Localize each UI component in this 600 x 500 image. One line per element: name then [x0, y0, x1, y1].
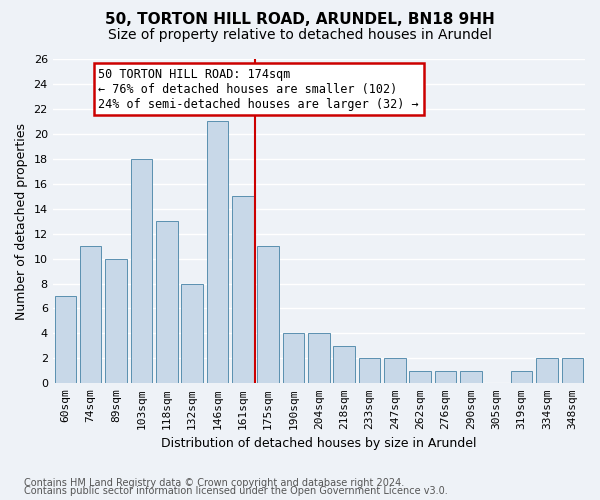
Bar — [460, 371, 482, 384]
Bar — [384, 358, 406, 384]
Text: 50 TORTON HILL ROAD: 174sqm
← 76% of detached houses are smaller (102)
24% of se: 50 TORTON HILL ROAD: 174sqm ← 76% of det… — [98, 68, 419, 110]
Bar — [206, 122, 228, 384]
Bar — [257, 246, 279, 384]
Bar — [435, 371, 457, 384]
Text: 50, TORTON HILL ROAD, ARUNDEL, BN18 9HH: 50, TORTON HILL ROAD, ARUNDEL, BN18 9HH — [105, 12, 495, 28]
Bar — [181, 284, 203, 384]
Bar — [409, 371, 431, 384]
Bar — [55, 296, 76, 384]
Bar — [334, 346, 355, 384]
Bar — [156, 221, 178, 384]
Text: Contains public sector information licensed under the Open Government Licence v3: Contains public sector information licen… — [24, 486, 448, 496]
Bar — [562, 358, 583, 384]
Bar — [105, 258, 127, 384]
Bar — [131, 159, 152, 384]
Bar — [232, 196, 254, 384]
Bar — [511, 371, 532, 384]
Bar — [283, 334, 304, 384]
Text: Size of property relative to detached houses in Arundel: Size of property relative to detached ho… — [108, 28, 492, 42]
Bar — [80, 246, 101, 384]
Bar — [308, 334, 329, 384]
Bar — [359, 358, 380, 384]
X-axis label: Distribution of detached houses by size in Arundel: Distribution of detached houses by size … — [161, 437, 476, 450]
Text: Contains HM Land Registry data © Crown copyright and database right 2024.: Contains HM Land Registry data © Crown c… — [24, 478, 404, 488]
Y-axis label: Number of detached properties: Number of detached properties — [15, 122, 28, 320]
Bar — [536, 358, 558, 384]
